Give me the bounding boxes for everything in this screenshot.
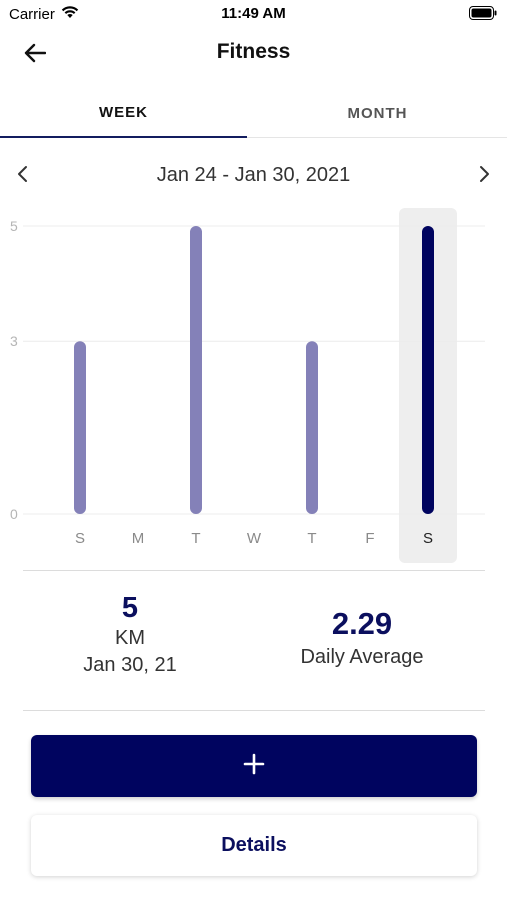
wifi-icon: [61, 5, 79, 23]
x-tick-label[interactable]: W: [247, 530, 262, 547]
selected-distance-unit: KM: [115, 627, 145, 649]
tab-week[interactable]: WEEK: [0, 88, 247, 138]
bar[interactable]: [190, 226, 202, 514]
plus-icon: [243, 753, 265, 780]
selected-distance-value: 5: [121, 592, 139, 624]
weekly-distance-chart: 0 3 5 S M T W T F S: [0, 200, 507, 570]
carrier-label: Carrier: [9, 5, 55, 23]
battery-icon: [469, 6, 497, 25]
previous-week-button[interactable]: [10, 163, 36, 189]
details-button[interactable]: Details: [31, 815, 477, 876]
status-bar: Carrier 11:49 AM: [0, 0, 507, 30]
y-tick-label: 3: [10, 333, 18, 349]
carrier-info: Carrier: [9, 5, 79, 23]
selected-day-stat: 5 KM Jan 30, 21: [30, 592, 230, 677]
x-tick-label[interactable]: S: [75, 530, 85, 547]
x-tick-label[interactable]: S: [423, 530, 433, 547]
x-tick-label[interactable]: F: [365, 530, 374, 547]
y-tick-label: 0: [10, 506, 18, 522]
daily-average-stat: 2.29 Daily Average: [262, 606, 462, 669]
y-tick-label: 5: [10, 218, 18, 234]
next-week-button[interactable]: [471, 163, 497, 189]
add-entry-button[interactable]: [31, 735, 477, 797]
status-time: 11:49 AM: [221, 5, 286, 22]
page-title: Fitness: [216, 40, 291, 63]
date-range-label: Jan 24 - Jan 30, 2021: [156, 164, 351, 186]
chevron-right-icon: [478, 165, 490, 188]
chevron-left-icon: [17, 165, 29, 188]
back-button[interactable]: [18, 40, 52, 70]
x-tick-label[interactable]: T: [307, 530, 316, 547]
tab-month[interactable]: MONTH: [347, 104, 408, 122]
divider: [23, 570, 485, 571]
bar[interactable]: [74, 341, 86, 514]
selected-date: Jan 30, 21: [83, 654, 177, 676]
bar[interactable]: [422, 226, 434, 514]
bar[interactable]: [306, 341, 318, 514]
x-tick-label[interactable]: T: [191, 530, 200, 547]
daily-average-value: 2.29: [331, 606, 393, 641]
period-tabs: WEEK MONTH: [0, 88, 507, 138]
daily-average-label: Daily Average: [300, 646, 424, 668]
chart-canvas: 0 3 5 S M T W T F S: [10, 208, 485, 563]
date-range-selector: Jan 24 - Jan 30, 2021: [0, 155, 507, 197]
nav-bar: Fitness: [0, 30, 507, 80]
x-tick-label[interactable]: M: [132, 530, 145, 547]
divider: [23, 710, 485, 711]
arrow-left-icon: [24, 43, 47, 68]
